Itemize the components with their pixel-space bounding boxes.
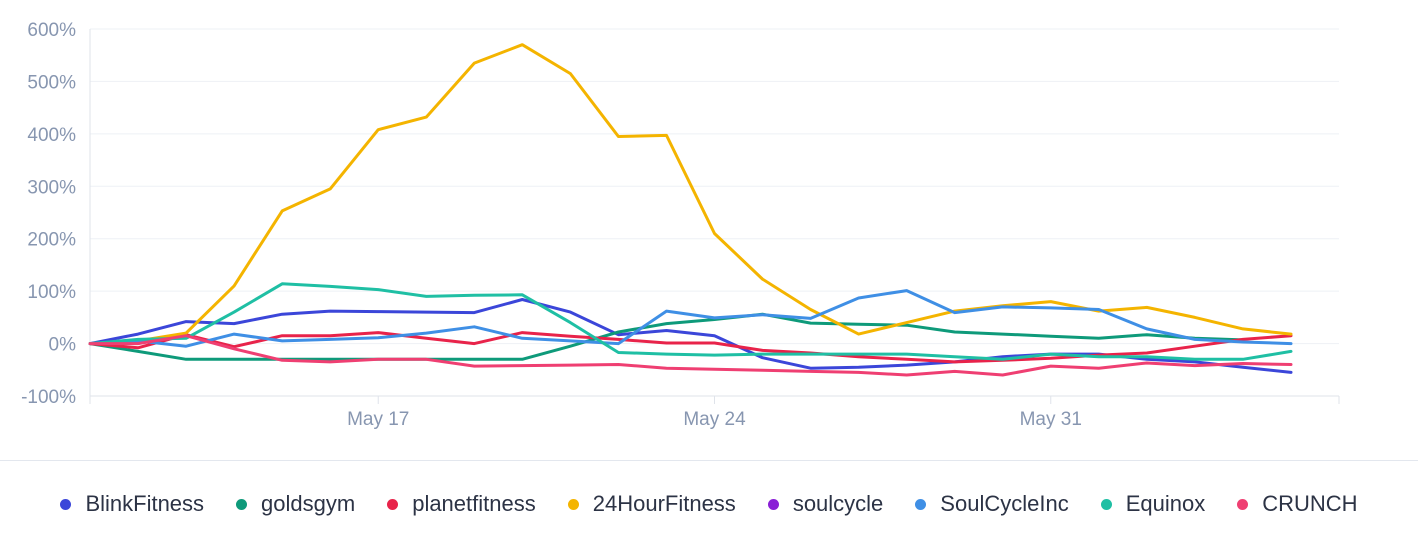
legend-marker-dot	[767, 498, 779, 510]
legend: BlinkFitness goldsgym planetfitness 24HourF…	[0, 486, 1418, 522]
series-line-equinox	[88, 282, 1293, 361]
y-tick-label: 0%	[49, 335, 77, 356]
legend-item-blinkfitness[interactable]: BlinkFitness	[60, 491, 204, 517]
legend-marker-dot	[60, 498, 72, 510]
series-line-blinkfitness	[88, 298, 1293, 374]
legend-item-soulcycleinc[interactable]: SoulCycleInc	[915, 491, 1069, 517]
legend-label: CRUNCH	[1262, 491, 1358, 516]
legend-item-crunch[interactable]: CRUNCH	[1237, 491, 1358, 517]
legend-label: SoulCycleInc	[940, 491, 1069, 516]
x-tick-label: May 31	[1020, 409, 1082, 430]
x-axis: May 17 May 24 May 31	[89, 395, 1340, 430]
legend-label: Equinox	[1125, 491, 1206, 516]
y-tick-label: 200%	[27, 230, 76, 251]
x-tick-label: May 17	[347, 409, 409, 430]
x-tick-label: May 24	[683, 409, 746, 430]
legend-label: 24HourFitness	[592, 491, 736, 516]
legend-label: BlinkFitness	[85, 491, 205, 516]
legend-marker-dot	[236, 498, 248, 510]
y-tick-label: 300%	[27, 177, 76, 198]
legend-label: soulcycle	[792, 491, 884, 516]
legend-item-goldsgym[interactable]: goldsgym	[236, 491, 355, 517]
series-line-24hourfitness	[88, 43, 1293, 346]
legend-label: goldsgym	[261, 491, 356, 516]
legend-item-planetfitness[interactable]: planetfitness	[387, 491, 536, 517]
legend-marker-dot	[567, 498, 579, 510]
legend-marker-dot	[387, 498, 399, 510]
legend-item-equinox[interactable]: Equinox	[1100, 491, 1206, 517]
legend-item-soulcycle[interactable]: soulcycle	[767, 491, 884, 517]
legend-marker-dot	[1100, 498, 1112, 510]
y-tick-label: -100%	[21, 387, 76, 408]
y-axis: -100% 0% 100% 200% 300% 400% 500% 600%	[21, 20, 91, 408]
series-lines	[88, 43, 1293, 377]
series-line-crunch	[88, 334, 1293, 377]
y-tick-label: 400%	[27, 125, 76, 146]
legend-marker-dot	[915, 498, 927, 510]
y-gridlines	[90, 28, 1339, 397]
y-tick-label: 100%	[27, 282, 76, 303]
chart-plot-area: -100%0%100%200%300%400%500%600% May 17 Ma…	[21, 20, 1340, 430]
legend-item-24hourfitness[interactable]: 24HourFitness	[567, 491, 736, 517]
legend-marker-dot	[1237, 498, 1249, 510]
y-tick-label: 500%	[27, 72, 76, 93]
legend-divider	[0, 460, 1418, 461]
y-tick-label: 600%	[27, 20, 76, 41]
legend-label: planetfitness	[412, 491, 536, 516]
series-line-soulcycleinc	[88, 289, 1293, 348]
